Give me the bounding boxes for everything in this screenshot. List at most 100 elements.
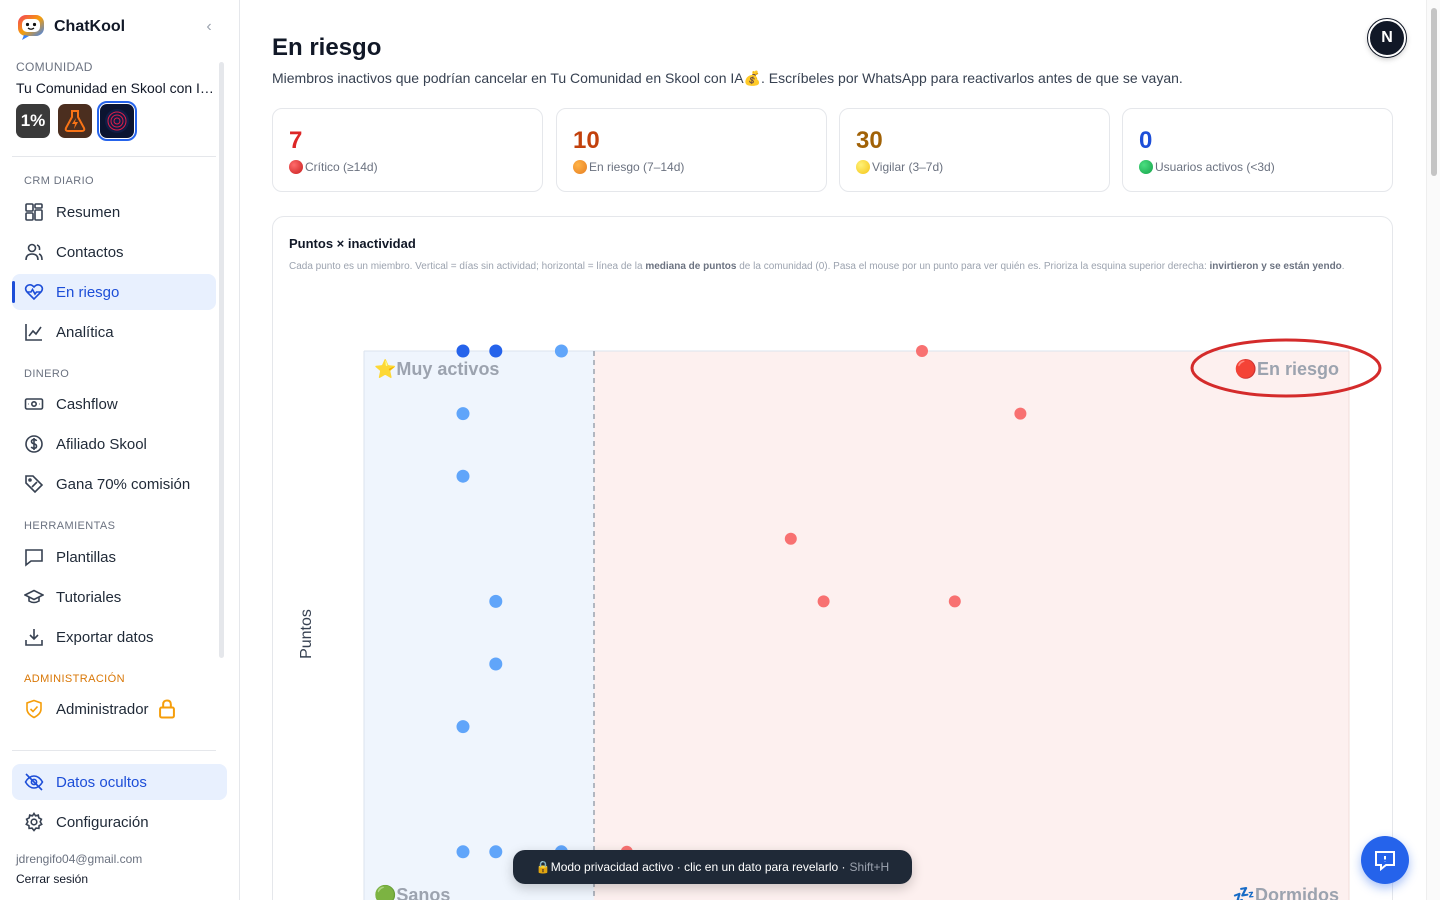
sidebar-item-plantillas[interactable]: Plantillas <box>12 539 216 575</box>
shield-check-icon <box>26 699 42 719</box>
stat-value: 7 <box>289 127 303 154</box>
quadrant-label-dormidos: 💤Dormidos <box>1233 885 1339 900</box>
sidebar-item-configuracion[interactable]: Configuración <box>12 804 227 840</box>
stat-card-usuarios-activos[interactable]: 0 Usuarios activos (<3d) <box>1122 108 1393 192</box>
stat-label-text: En riesgo (7–14d) <box>589 160 685 174</box>
community-avatar-2[interactable] <box>58 104 92 138</box>
stat-label-text: Usuarios activos (<3d) <box>1155 160 1275 174</box>
stat-card-critico[interactable]: 7 Crítico (≥14d) <box>272 108 543 192</box>
stat-label: Crítico (≥14d) <box>289 160 378 174</box>
user-email: jdrengifo04@gmail.com <box>16 852 143 866</box>
member-point-risk <box>948 595 961 608</box>
privacy-toggle-label: Datos ocultos <box>56 773 147 791</box>
status-dot-icon <box>1139 160 1153 174</box>
sidebar-item-label: Administrador <box>56 700 149 718</box>
stat-card-vigilar[interactable]: 30 Vigilar (3–7d) <box>839 108 1110 192</box>
stat-value: 0 <box>1139 127 1153 154</box>
brand-name: ChatKool <box>54 18 126 35</box>
quadrant-label-muy-activos: ⭐Muy activos <box>374 358 499 379</box>
chart-description: Cada punto es un miembro. Vertical = día… <box>289 259 1373 274</box>
stat-card-en-riesgo[interactable]: 10 En riesgo (7–14d) <box>556 108 827 192</box>
community-avatar-1[interactable]: 1% <box>16 104 50 138</box>
gear-icon <box>25 812 43 832</box>
users-icon <box>25 243 43 261</box>
chart-desc-text: . <box>1341 261 1345 272</box>
community-avatar-3[interactable] <box>97 101 137 141</box>
status-dot-icon <box>573 160 587 174</box>
member-point-active <box>456 845 470 859</box>
stat-label: Vigilar (3–7d) <box>856 160 943 174</box>
quadrant-label-sanos: 🟢Sanos <box>374 884 450 900</box>
sidebar-scrollbar[interactable] <box>219 62 224 658</box>
collapse-sidebar-icon[interactable]: ‹ <box>206 18 212 35</box>
sidebar-divider <box>12 156 216 157</box>
sidebar-item-en-riesgo[interactable]: En riesgo <box>12 274 216 310</box>
status-dot-icon <box>289 160 303 174</box>
y-axis-label: Puntos <box>298 609 315 659</box>
user-avatar[interactable]: N <box>1367 18 1407 58</box>
sidebar-item-label: Exportar datos <box>56 628 154 646</box>
section-dinero: DINERO <box>24 368 70 380</box>
member-point-active <box>489 594 503 608</box>
sidebar-item-label: Afiliado Skool <box>56 435 147 453</box>
sidebar: ChatKool ‹ COMUNIDAD Tu Comunidad en Sko… <box>0 0 240 900</box>
privacy-toast[interactable]: 🔒Modo privacidad activo · clic en un dat… <box>513 850 912 884</box>
sidebar-item-label: Tutoriales <box>56 588 122 606</box>
section-herramientas: HERRAMIENTAS <box>24 520 116 532</box>
community-switcher: 1% <box>16 101 137 141</box>
sidebar-item-resumen[interactable]: Resumen <box>12 194 216 230</box>
member-point-active <box>554 344 568 358</box>
brand[interactable]: ChatKool <box>16 12 125 42</box>
member-point-active <box>489 657 503 671</box>
privacy-toast-text: 🔒Modo privacidad activo · clic en un dat… <box>535 860 846 874</box>
sidebar-item-label: Gana 70% comisión <box>56 475 191 493</box>
sidebar-item-analitica[interactable]: Analítica <box>12 314 216 350</box>
scatter-chart: Puntos ⭐Muy activos 🔴En riesgo 🟢Sanos 💤Dorm… <box>298 338 1382 900</box>
member-point-active <box>456 720 470 734</box>
sidebar-item-afiliado-skool[interactable]: Afiliado Skool <box>12 426 216 462</box>
grid-icon <box>25 203 43 221</box>
privacy-toast-shortcut: Shift+H <box>849 860 890 874</box>
sidebar-item-administrador[interactable]: Administrador <box>12 691 216 727</box>
section-crm-diario: CRM DIARIO <box>24 175 94 187</box>
page-scrollbar-thumb[interactable] <box>1431 8 1437 176</box>
quadrant-label-en-riesgo: 🔴En riesgo <box>1235 358 1339 379</box>
sidebar-item-label: Plantillas <box>56 548 117 566</box>
member-point-active <box>456 407 470 421</box>
sidebar-item-exportar-datos[interactable]: Exportar datos <box>12 619 216 655</box>
sidebar-item-gana-comision[interactable]: Gana 70% comisión <box>12 466 216 502</box>
heart-pulse-icon <box>24 283 44 301</box>
chart-card: Puntos × inactividad Cada punto es un mi… <box>272 216 1393 900</box>
stat-value: 10 <box>573 127 600 154</box>
logout-link[interactable]: Cerrar sesión <box>16 872 89 886</box>
page-scrollbar[interactable] <box>1426 0 1440 900</box>
sidebar-item-label: Contactos <box>56 243 124 261</box>
page-subtitle: Miembros inactivos que podrían cancelar … <box>272 70 1183 86</box>
community-name[interactable]: Tu Comunidad en Skool con IA💰 <box>16 80 216 96</box>
chat-support-button[interactable] <box>1361 836 1409 884</box>
member-point-active <box>489 344 503 358</box>
quadrant-risk-area <box>594 351 1349 900</box>
fingerprint-logo-icon <box>105 109 129 133</box>
sidebar-item-label: Resumen <box>56 203 121 221</box>
member-point-risk <box>1014 407 1027 420</box>
privacy-toggle-button[interactable]: Datos ocultos <box>12 764 227 800</box>
graduation-cap-icon <box>24 589 44 604</box>
stat-label-text: Vigilar (3–7d) <box>872 160 944 174</box>
stat-label: Usuarios activos (<3d) <box>1139 160 1275 174</box>
sidebar-item-contactos[interactable]: Contactos <box>12 234 216 270</box>
sidebar-item-label: Cashflow <box>56 395 118 413</box>
chart-title: Puntos × inactividad <box>289 236 416 251</box>
member-point-risk <box>784 532 797 545</box>
member-point-risk <box>817 595 830 608</box>
sidebar-item-label: En riesgo <box>56 283 120 301</box>
chart-desc-text: de la comunidad (0). Pasa el mouse por u… <box>736 261 1210 272</box>
sidebar-divider <box>12 750 216 751</box>
download-icon <box>25 629 43 646</box>
member-point-active <box>456 344 470 358</box>
member-point-risk <box>916 345 928 357</box>
sidebar-item-tutoriales[interactable]: Tutoriales <box>12 579 216 615</box>
sidebar-item-label: Configuración <box>56 813 149 831</box>
sidebar-item-cashflow[interactable]: Cashflow <box>12 386 216 422</box>
lock-icon <box>158 699 175 719</box>
